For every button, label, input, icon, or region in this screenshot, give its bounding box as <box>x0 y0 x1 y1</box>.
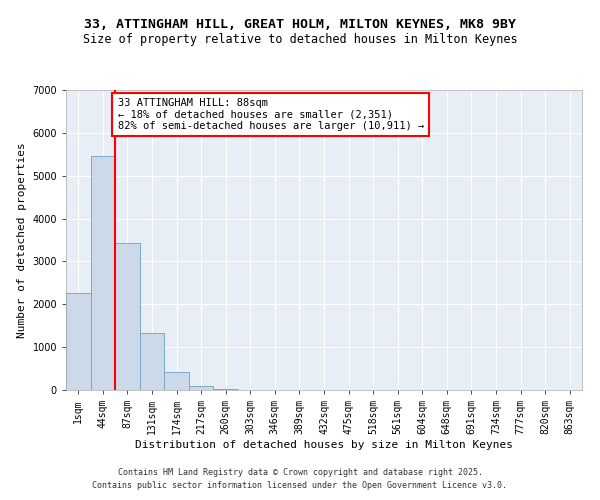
Bar <box>189 386 214 390</box>
Text: Size of property relative to detached houses in Milton Keynes: Size of property relative to detached ho… <box>83 32 517 46</box>
Bar <box>115 244 140 390</box>
Bar <box>91 156 115 390</box>
Bar <box>164 372 189 390</box>
Text: Contains HM Land Registry data © Crown copyright and database right 2025.: Contains HM Land Registry data © Crown c… <box>118 468 482 477</box>
Text: Contains public sector information licensed under the Open Government Licence v3: Contains public sector information licen… <box>92 482 508 490</box>
Y-axis label: Number of detached properties: Number of detached properties <box>17 142 27 338</box>
Bar <box>66 292 91 390</box>
Bar <box>140 333 164 390</box>
Text: 33 ATTINGHAM HILL: 88sqm
← 18% of detached houses are smaller (2,351)
82% of sem: 33 ATTINGHAM HILL: 88sqm ← 18% of detach… <box>118 98 424 131</box>
Text: 33, ATTINGHAM HILL, GREAT HOLM, MILTON KEYNES, MK8 9BY: 33, ATTINGHAM HILL, GREAT HOLM, MILTON K… <box>84 18 516 30</box>
Bar <box>214 388 238 390</box>
X-axis label: Distribution of detached houses by size in Milton Keynes: Distribution of detached houses by size … <box>135 440 513 450</box>
